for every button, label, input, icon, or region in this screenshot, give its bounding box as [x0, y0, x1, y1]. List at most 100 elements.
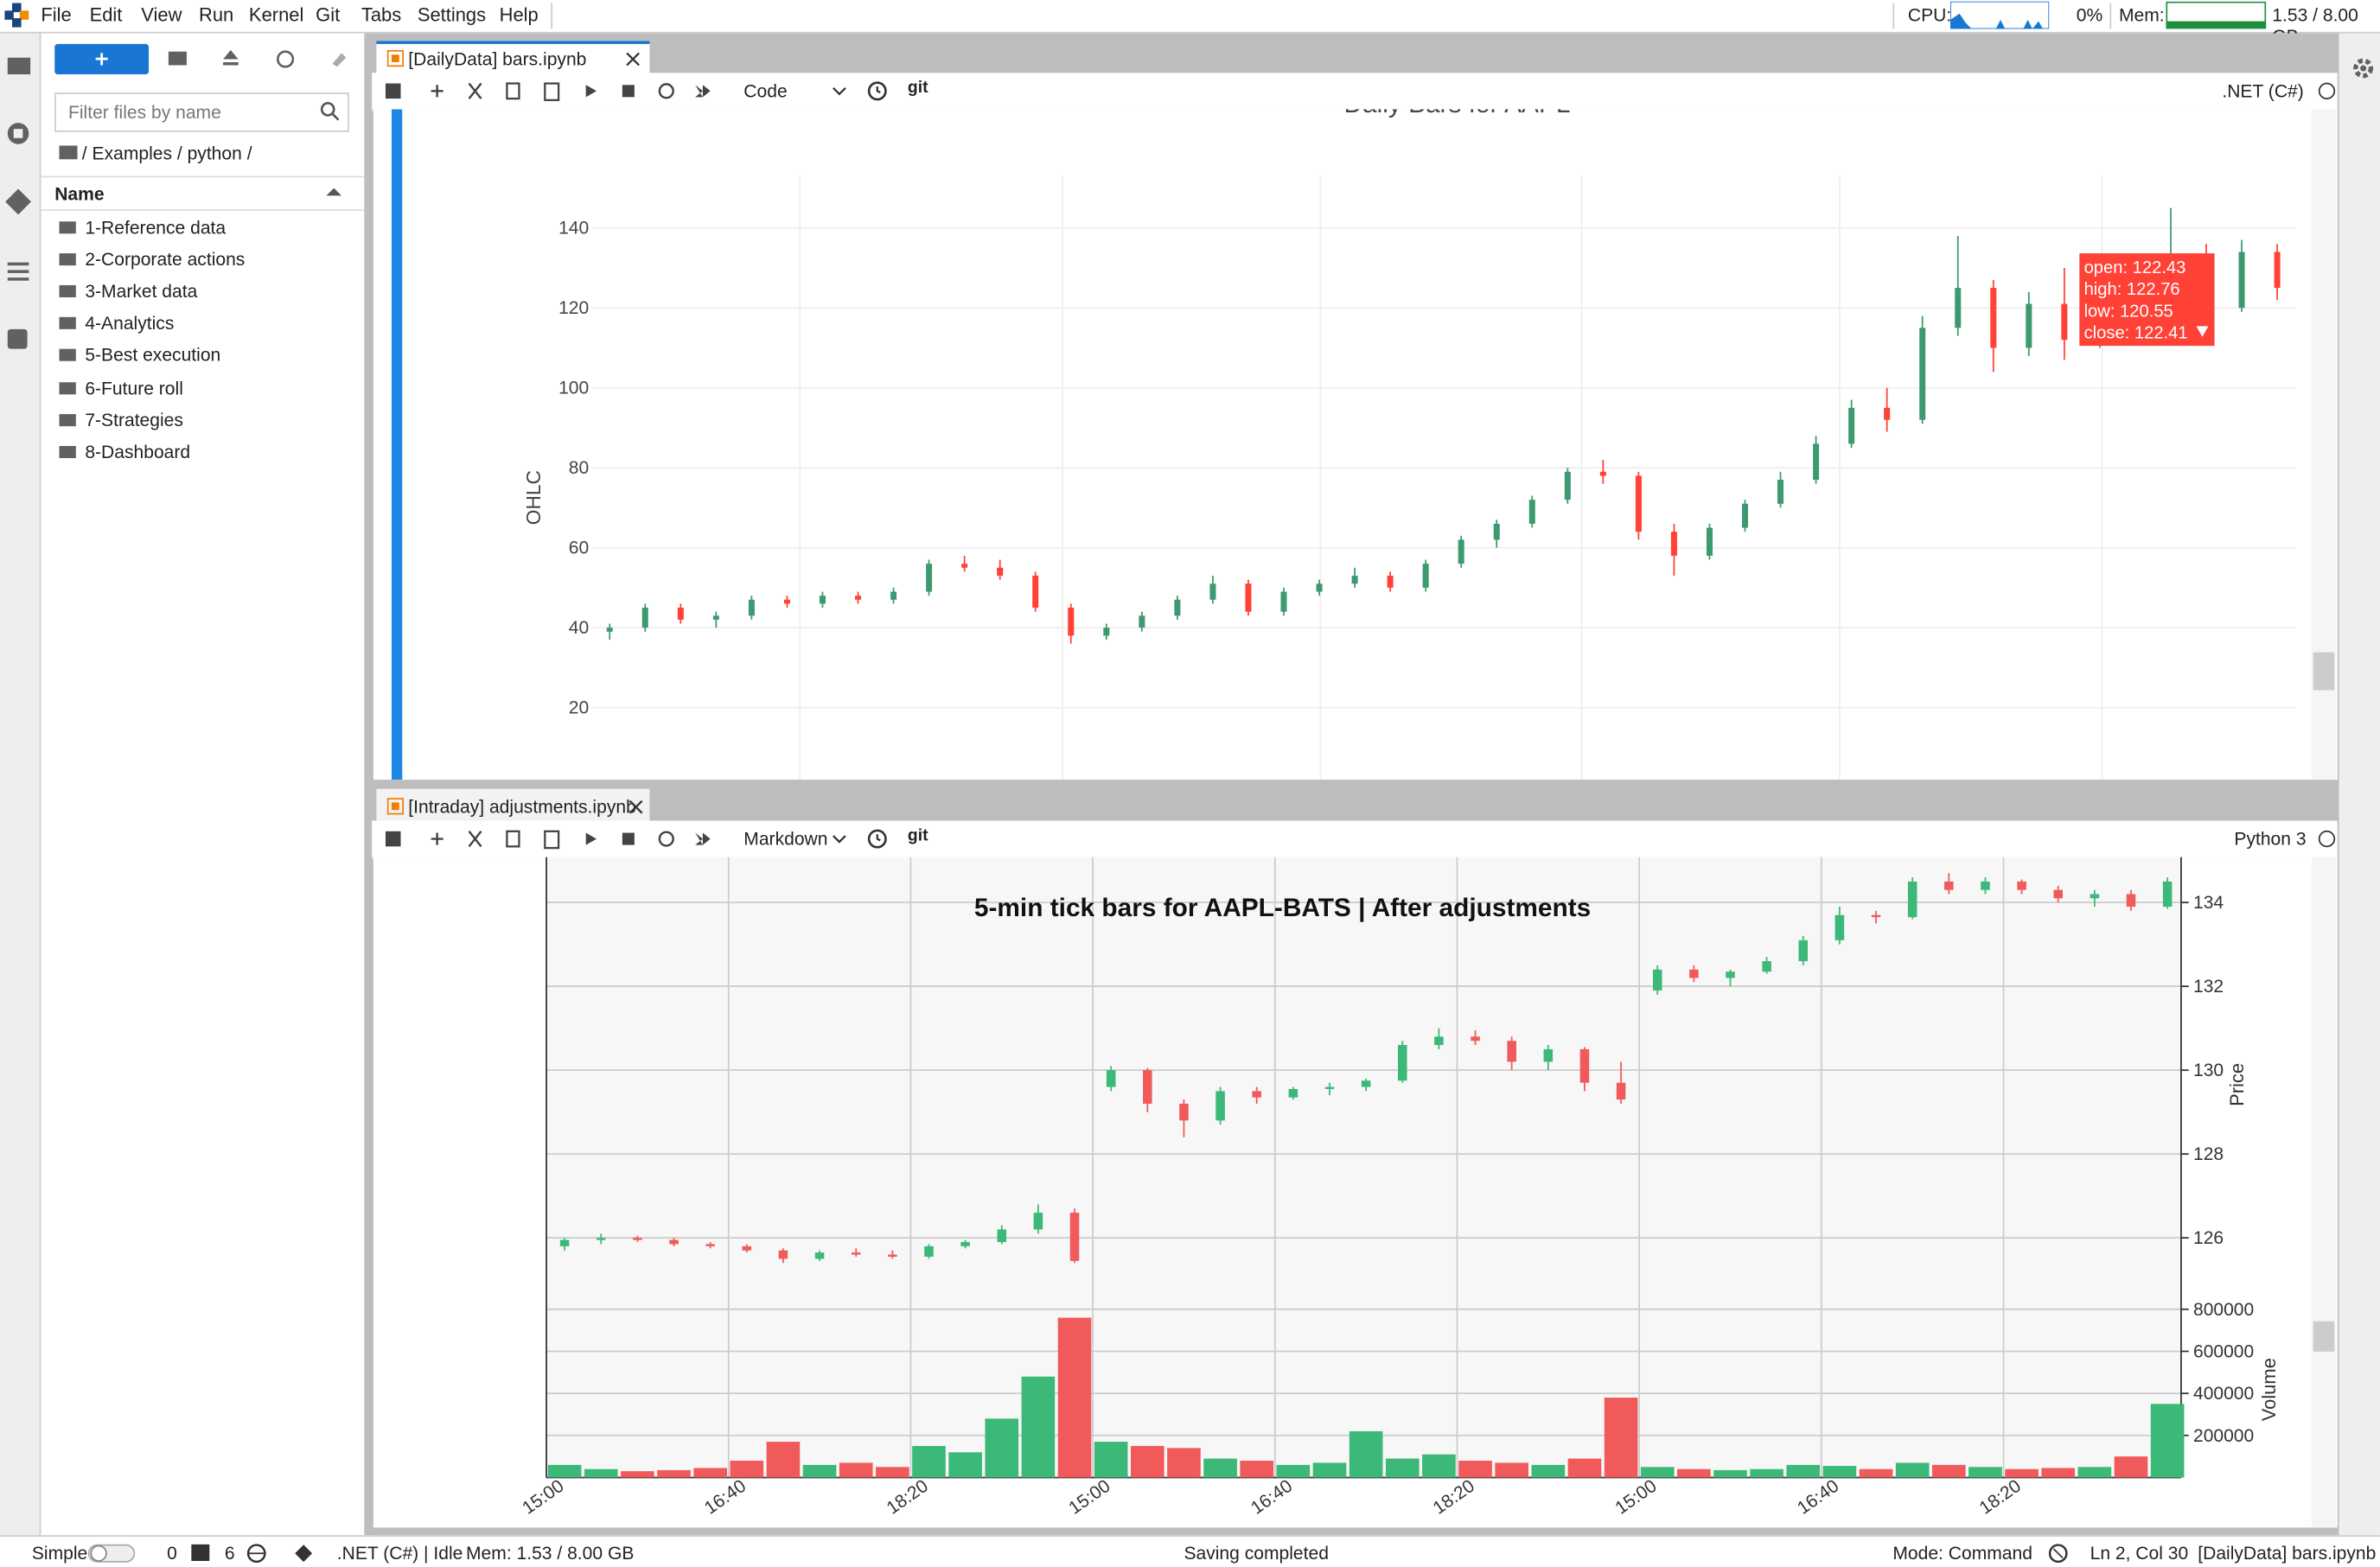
close-tab[interactable]	[625, 52, 641, 67]
notebook-toolbar: Markdown git Python 3	[372, 820, 2338, 859]
candle-body	[606, 627, 613, 632]
file-row[interactable]: 4-Analytics	[41, 309, 364, 339]
folder-icon	[59, 349, 76, 362]
volume-bar	[1859, 1468, 1893, 1478]
candle-body	[960, 1242, 970, 1246]
close-tab[interactable]	[628, 799, 644, 815]
y-tick-label: 60	[569, 538, 589, 558]
column-name[interactable]: Name	[54, 183, 105, 205]
file-row[interactable]: 1-Reference data	[41, 213, 364, 243]
filter-placeholder: Filter files by name	[68, 101, 221, 124]
menu-item[interactable]: File	[41, 4, 72, 26]
candle-body	[669, 1239, 679, 1245]
file-row[interactable]: 8-Dashboard	[41, 436, 364, 467]
tab-label[interactable]: [Intraday] adjustments.ipynb	[408, 796, 636, 818]
menu-item[interactable]: View	[141, 4, 182, 26]
candle-body	[819, 596, 826, 604]
filter-box[interactable]: Filter files by name	[54, 92, 349, 132]
extension-icon[interactable]	[7, 328, 28, 349]
new-folder-button[interactable]	[168, 51, 187, 66]
notebook-tab[interactable]: [Intraday] adjustments.ipynb	[376, 788, 650, 823]
list-header[interactable]: Name	[41, 175, 365, 211]
git-button[interactable]: git	[907, 826, 928, 845]
file-row[interactable]: 7-Strategies	[41, 404, 364, 435]
menu-item[interactable]: Tabs	[361, 4, 402, 26]
folder-name[interactable]: 6-Future roll	[85, 377, 183, 398]
cpu-value: 0%	[2076, 4, 2103, 26]
volume-bar	[802, 1464, 837, 1478]
file-row[interactable]: 3-Market data	[41, 277, 364, 307]
cell-type[interactable]: Markdown	[743, 828, 828, 850]
refresh-button[interactable]	[276, 50, 295, 68]
file-row[interactable]: 5-Best execution	[41, 341, 364, 371]
kernel-name[interactable]: .NET (C#)	[2222, 80, 2304, 102]
property-inspector-bar	[2339, 33, 2380, 1536]
candle-body	[1981, 881, 1990, 890]
y2-axis-label: Volume	[2258, 1358, 2280, 1421]
toc-icon[interactable]	[7, 262, 29, 281]
menu-item[interactable]: Help	[499, 4, 539, 26]
folder-name[interactable]: 8-Dashboard	[85, 441, 191, 462]
x-tick-label: 16:40	[1794, 1476, 1842, 1519]
y-tick-label: 200000	[2193, 1426, 2254, 1446]
new-launcher-button[interactable]	[54, 43, 150, 74]
git-clone-button[interactable]	[332, 53, 347, 67]
simple-mode-toggle[interactable]	[87, 1543, 137, 1564]
candle-body	[1139, 615, 1145, 628]
separator	[551, 3, 553, 29]
copy-button	[506, 830, 520, 848]
folder-name[interactable]: 4-Analytics	[85, 313, 175, 334]
cursor-position[interactable]: Ln 2, Col 30	[2090, 1542, 2189, 1564]
candle-body	[1458, 539, 1464, 564]
kernel-count[interactable]: 6	[224, 1542, 235, 1564]
simple-mode-label[interactable]: Simple	[31, 1542, 88, 1564]
folder-name[interactable]: 5-Best execution	[85, 345, 221, 366]
file-row[interactable]: 6-Future roll	[41, 373, 364, 403]
menu-item[interactable]: Git	[316, 4, 341, 26]
volume-bar	[2150, 1404, 2185, 1478]
folder-name[interactable]: 1-Reference data	[85, 216, 227, 239]
git-icon[interactable]	[5, 188, 31, 215]
paste-button	[544, 830, 560, 850]
folder-name[interactable]: 3-Market data	[85, 281, 198, 303]
settings-icon[interactable]	[2351, 56, 2376, 80]
scrollbar[interactable]	[2311, 857, 2337, 1528]
candle-body	[1579, 1048, 1590, 1083]
folder-icon[interactable]	[7, 57, 31, 74]
cell-type[interactable]: Code	[743, 80, 788, 102]
menu-item[interactable]: Settings	[417, 4, 487, 26]
menu-item[interactable]: Kernel	[248, 4, 304, 26]
status-message: Saving completed	[1184, 1542, 1329, 1564]
kernel-status[interactable]: .NET (C#) | Idle	[336, 1542, 463, 1564]
kernel-name[interactable]: Python 3	[2234, 828, 2307, 850]
candle-body	[1387, 576, 1394, 588]
git-button[interactable]: git	[907, 79, 928, 98]
scrollbar[interactable]	[2311, 109, 2337, 780]
candle-body	[783, 599, 790, 604]
tab-label[interactable]: [DailyData] bars.ipynb	[408, 48, 587, 70]
candle-body	[1726, 971, 1735, 978]
notebook-tab[interactable]: [DailyData] bars.ipynb	[376, 41, 650, 74]
candle-body	[1528, 500, 1535, 524]
menu-item[interactable]: Edit	[89, 4, 123, 26]
history-button[interactable]	[867, 828, 889, 850]
candle-body	[712, 615, 719, 620]
volume-bar	[621, 1471, 654, 1478]
breadcrumb-icon[interactable]	[59, 144, 80, 162]
history-button[interactable]	[867, 80, 889, 102]
folder-name[interactable]: 2-Corporate actions	[85, 249, 246, 271]
candle-body	[596, 1238, 606, 1240]
breadcrumb[interactable]: / Examples / python /	[81, 142, 252, 164]
folder-icon	[59, 253, 76, 266]
volume-bar	[657, 1469, 691, 1478]
candle-body	[1209, 583, 1216, 600]
logo	[4, 3, 29, 28]
upload-button[interactable]	[223, 61, 239, 66]
x-tick-label: 18:20	[1976, 1476, 2025, 1519]
menu-item[interactable]: Run	[198, 4, 234, 26]
folder-name[interactable]: 7-Strategies	[85, 409, 183, 430]
folder-icon	[59, 445, 76, 458]
file-row[interactable]: 2-Corporate actions	[41, 245, 364, 275]
terminal-count[interactable]: 0	[167, 1542, 177, 1564]
activity-bar	[0, 33, 41, 1536]
